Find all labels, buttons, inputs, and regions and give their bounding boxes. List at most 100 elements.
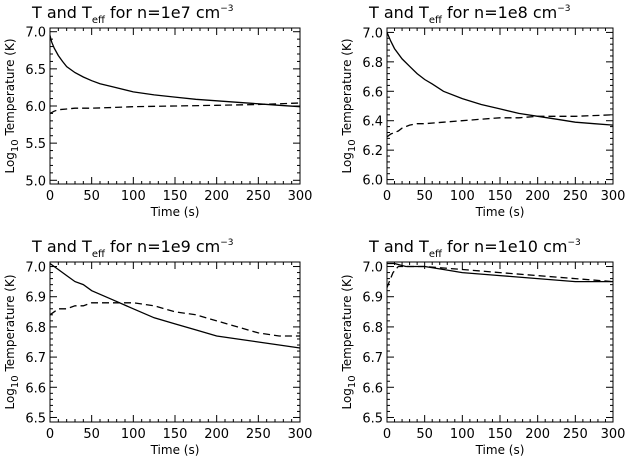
series-line-solid bbox=[387, 262, 613, 283]
x-tick-label: 250 bbox=[246, 189, 271, 204]
x-tick-label: 300 bbox=[288, 427, 313, 442]
title-superscript: −3 bbox=[220, 4, 233, 14]
x-tick-label: 0 bbox=[383, 189, 391, 204]
title-text: T and T bbox=[31, 237, 92, 256]
x-tick-label: 0 bbox=[46, 189, 54, 204]
y-axis-label: Log10 Temperature (K) bbox=[3, 274, 21, 409]
y-tick-label: 6.8 bbox=[25, 321, 46, 336]
x-tick-label: 250 bbox=[563, 189, 588, 204]
y-tick-label: 7.0 bbox=[362, 261, 383, 276]
ylabel-text: Temperature (K) bbox=[340, 38, 354, 139]
title-text: for n=1e9 cm bbox=[105, 237, 220, 256]
y-tick-label: 6.9 bbox=[25, 291, 46, 306]
y-tick-label: 6.2 bbox=[362, 144, 383, 159]
ylabel-subscript: 10 bbox=[10, 139, 21, 152]
title-subscript: eff bbox=[429, 249, 443, 260]
panel-1: T and Teff for n=1e7 cm−3 0 50 100 150 200 250… bbox=[3, 3, 312, 219]
title-superscript: −3 bbox=[220, 238, 233, 248]
ylabel-text: Log bbox=[3, 388, 17, 409]
y-tick-label: 7.0 bbox=[25, 26, 46, 41]
x-tick-label: 200 bbox=[204, 427, 229, 442]
x-tick-label: 50 bbox=[83, 427, 100, 442]
title-superscript: −3 bbox=[557, 4, 570, 14]
y-tick-label: 5.0 bbox=[25, 174, 46, 189]
x-tick-label: 100 bbox=[450, 427, 475, 442]
x-axis-label: Time (s) bbox=[475, 205, 525, 219]
chart-title: T and Teff for n=1e10 cm−3 bbox=[368, 237, 581, 260]
series-line-dashed bbox=[49, 102, 301, 114]
y-axis-label: Log10 Temperature (K) bbox=[340, 274, 358, 409]
x-tick-label: 300 bbox=[601, 427, 626, 442]
x-tick-label: 200 bbox=[525, 427, 550, 442]
y-tick-label: 7.0 bbox=[362, 26, 383, 41]
y-tick-label: 6.7 bbox=[25, 351, 46, 366]
title-text: for n=1e10 cm bbox=[442, 237, 568, 256]
x-tick-label: 200 bbox=[525, 189, 550, 204]
chart-title: T and Teff for n=1e7 cm−3 bbox=[31, 3, 234, 26]
x-tick-label: 200 bbox=[204, 189, 229, 204]
y-tick-label: 6.9 bbox=[362, 291, 383, 306]
ylabel-text: Temperature (K) bbox=[3, 38, 17, 139]
y-tick-label: 5.5 bbox=[25, 137, 46, 152]
title-subscript: eff bbox=[92, 15, 106, 26]
y-axis-label: Log10 Temperature (K) bbox=[3, 38, 21, 173]
y-tick-label: 6.8 bbox=[362, 56, 383, 71]
ylabel-subscript: 10 bbox=[10, 375, 21, 388]
y-tick-label: 6.5 bbox=[25, 411, 46, 426]
x-tick-label: 300 bbox=[288, 189, 313, 204]
x-tick-label: 100 bbox=[121, 189, 146, 204]
x-tick-label: 150 bbox=[488, 189, 513, 204]
ylabel-text: Log bbox=[340, 152, 354, 173]
ylabel-text: Temperature (K) bbox=[340, 274, 354, 375]
title-superscript: −3 bbox=[567, 238, 580, 248]
title-subscript: eff bbox=[429, 15, 443, 26]
y-tick-label: 7.0 bbox=[25, 261, 46, 276]
x-tick-label: 50 bbox=[416, 427, 433, 442]
title-subscript: eff bbox=[92, 249, 106, 260]
x-tick-label: 50 bbox=[416, 189, 433, 204]
y-tick-label: 6.8 bbox=[362, 321, 383, 336]
series-line-solid bbox=[49, 262, 301, 349]
series-line-solid bbox=[386, 32, 614, 126]
x-tick-label: 0 bbox=[46, 427, 54, 442]
y-axis-label: Log10 Temperature (K) bbox=[340, 38, 358, 173]
title-text: T and T bbox=[31, 3, 92, 22]
series-line-dashed bbox=[49, 302, 300, 337]
title-text: T and T bbox=[368, 237, 429, 256]
y-tick-label: 6.0 bbox=[25, 100, 46, 115]
ylabel-text: Log bbox=[340, 388, 354, 409]
ylabel-text: Temperature (K) bbox=[3, 274, 17, 375]
ylabel-subscript: 10 bbox=[347, 375, 358, 388]
panel-4: T and Teff for n=1e10 cm−3 0 50 100 150 200 25… bbox=[340, 237, 625, 457]
x-tick-label: 150 bbox=[163, 427, 188, 442]
x-tick-label: 0 bbox=[383, 427, 391, 442]
y-tick-label: 6.6 bbox=[362, 85, 383, 100]
plot-frame bbox=[386, 261, 614, 423]
ylabel-text: Log bbox=[3, 152, 17, 173]
series-line-solid bbox=[49, 35, 301, 108]
y-tick-label: 6.5 bbox=[362, 411, 383, 426]
ylabel-subscript: 10 bbox=[347, 139, 358, 152]
x-axis-label: Time (s) bbox=[150, 205, 200, 219]
chart-title: T and Teff for n=1e8 cm−3 bbox=[368, 3, 571, 26]
x-axis-label: Time (s) bbox=[475, 443, 525, 457]
x-tick-label: 100 bbox=[450, 189, 475, 204]
y-tick-label: 6.6 bbox=[362, 381, 383, 396]
plot-frame bbox=[386, 27, 614, 185]
series-line-dashed bbox=[386, 114, 614, 138]
y-tick-label: 6.6 bbox=[25, 381, 46, 396]
x-tick-label: 50 bbox=[83, 189, 100, 204]
x-tick-label: 150 bbox=[488, 427, 513, 442]
title-text: for n=1e8 cm bbox=[442, 3, 557, 22]
y-tick-label: 6.0 bbox=[362, 174, 383, 189]
x-tick-label: 100 bbox=[121, 427, 146, 442]
panel-3: T and Teff for n=1e9 cm−3 0 50 100 150 200 250… bbox=[3, 237, 312, 457]
title-text: T and T bbox=[368, 3, 429, 22]
x-tick-label: 250 bbox=[246, 427, 271, 442]
x-tick-label: 150 bbox=[163, 189, 188, 204]
x-tick-label: 250 bbox=[563, 427, 588, 442]
chart-title: T and Teff for n=1e9 cm−3 bbox=[31, 237, 234, 260]
x-tick-label: 300 bbox=[601, 189, 626, 204]
x-axis-label: Time (s) bbox=[150, 443, 200, 457]
